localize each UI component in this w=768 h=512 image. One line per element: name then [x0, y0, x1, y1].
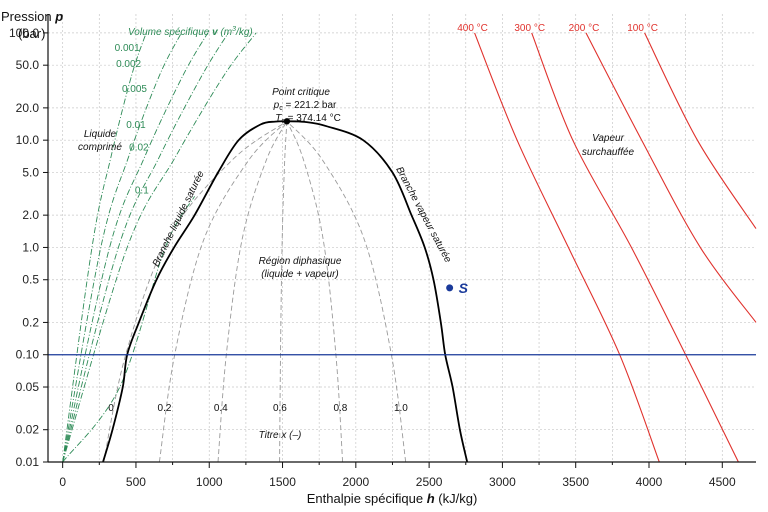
quality-label: 0.4 — [214, 403, 228, 414]
y-tick-label: 0.05 — [16, 380, 40, 394]
grid — [48, 14, 756, 463]
isotherm-line — [644, 32, 757, 229]
liquid-region-label: Liquide — [84, 129, 117, 140]
x-tick-label: 2500 — [416, 475, 443, 489]
quality-label: 1.0 — [394, 403, 408, 414]
quality-label: 0.2 — [158, 403, 172, 414]
y-tick-label: 5.0 — [22, 165, 39, 179]
specific-volume-label: 0.02 — [129, 143, 149, 154]
y-tick-label: 2.0 — [22, 208, 39, 222]
isotherm-label: 100 °C — [627, 23, 658, 34]
specific-volume-line — [62, 32, 229, 463]
isotherm-line — [531, 32, 739, 463]
point-s-marker — [446, 284, 454, 292]
annotations: Pression p (bar) Enthalpie spécifique h … — [1, 9, 635, 506]
quality-line — [158, 120, 288, 463]
two-phase-label-2: (liquide + vapeur) — [261, 269, 339, 280]
y-tick-label: 100.0 — [9, 26, 39, 40]
quality-lines: 0 0.2 0.4 0.6 0.8 1.0 — [103, 120, 408, 463]
y-tick-label: 0.01 — [16, 455, 40, 469]
y-tick-label: 0.10 — [16, 348, 40, 362]
point-s-label: S — [459, 280, 469, 296]
isotherm-line — [585, 32, 757, 323]
quality-label: 0.8 — [333, 403, 347, 414]
isotherm-line — [474, 32, 660, 463]
specific-volume-label: 0.01 — [126, 120, 146, 131]
isotherm-label: 200 °C — [569, 23, 600, 34]
quality-line — [279, 121, 288, 463]
specific-volume-line — [62, 196, 195, 463]
y-axis-unit: (bar) — [18, 26, 45, 41]
y-axis-title: Pression p — [1, 9, 63, 24]
x-tick-label: 1500 — [269, 475, 296, 489]
volume-title: Volume spécifique v (m3/kg) — [128, 26, 253, 38]
quality-line — [103, 120, 288, 463]
quality-label: 0 — [108, 403, 114, 414]
y-tick-label: 0.2 — [22, 315, 39, 329]
specific-volume-line — [62, 32, 209, 463]
x-tick-label: 500 — [126, 475, 146, 489]
specific-volume-line — [62, 32, 182, 463]
y-tick-label: 0.02 — [16, 423, 40, 437]
quality-label: 0.6 — [273, 403, 287, 414]
critical-pressure: pc = 221.2 bar — [273, 100, 337, 112]
isotherm-label: 300 °C — [514, 23, 545, 34]
quality-line — [286, 120, 407, 463]
specific-volume-label: 0.002 — [116, 59, 141, 70]
critical-point-marker — [283, 118, 291, 125]
specific-volume-line — [62, 32, 147, 463]
x-tick-label: 0 — [59, 475, 66, 489]
x-tick-label: 3500 — [562, 475, 589, 489]
specific-volume-label: 0.005 — [122, 84, 147, 95]
y-tick-label: 0.5 — [22, 273, 39, 287]
x-tick-label: 4000 — [636, 475, 663, 489]
specific-volume-label: 0.001 — [115, 43, 140, 54]
x-tick-label: 3000 — [489, 475, 516, 489]
axes: 0 500 1000 1500 2000 2500 3000 3500 4000 4500 100.… — [9, 14, 756, 489]
isotherms: 400 °C 300 °C 200 °C 100 °C — [457, 23, 757, 463]
quality-line — [286, 121, 344, 463]
y-tick-label: 1.0 — [22, 240, 39, 254]
specific-volume-label: 0.1 — [135, 185, 149, 196]
quality-line — [217, 121, 288, 463]
saturation-dome — [102, 118, 469, 463]
specific-volume-line — [62, 32, 257, 463]
x-axis-title: Enthalpie spécifique h (kJ/kg) — [307, 491, 478, 506]
chart-marks: S — [446, 280, 469, 296]
quality-title: Titre x (–) — [259, 430, 302, 441]
y-tick-label: 50.0 — [16, 58, 40, 72]
vapor-saturation-branch — [286, 120, 469, 463]
liquid-region-label-2: comprimé — [78, 142, 122, 153]
vapor-region-label-2: surchauffée — [582, 147, 635, 158]
critical-temperature: Tc = 374.14 °C — [275, 113, 341, 125]
vapor-region-label: Vapeur — [592, 133, 625, 144]
x-tick-label: 1000 — [196, 475, 223, 489]
specific-volume-lines: 0.001 0.002 0.005 0.01 0.02 0.1 — [62, 32, 257, 463]
x-tick-label: 2000 — [342, 475, 369, 489]
isotherm-label: 400 °C — [457, 23, 488, 34]
critical-point-title: Point critique — [272, 87, 330, 98]
x-tick-label: 4500 — [709, 475, 736, 489]
y-tick-label: 10.0 — [16, 133, 40, 147]
two-phase-label: Région diphasique — [259, 256, 342, 267]
y-tick-label: 20.0 — [16, 101, 40, 115]
liquid-saturation-branch — [102, 120, 287, 463]
